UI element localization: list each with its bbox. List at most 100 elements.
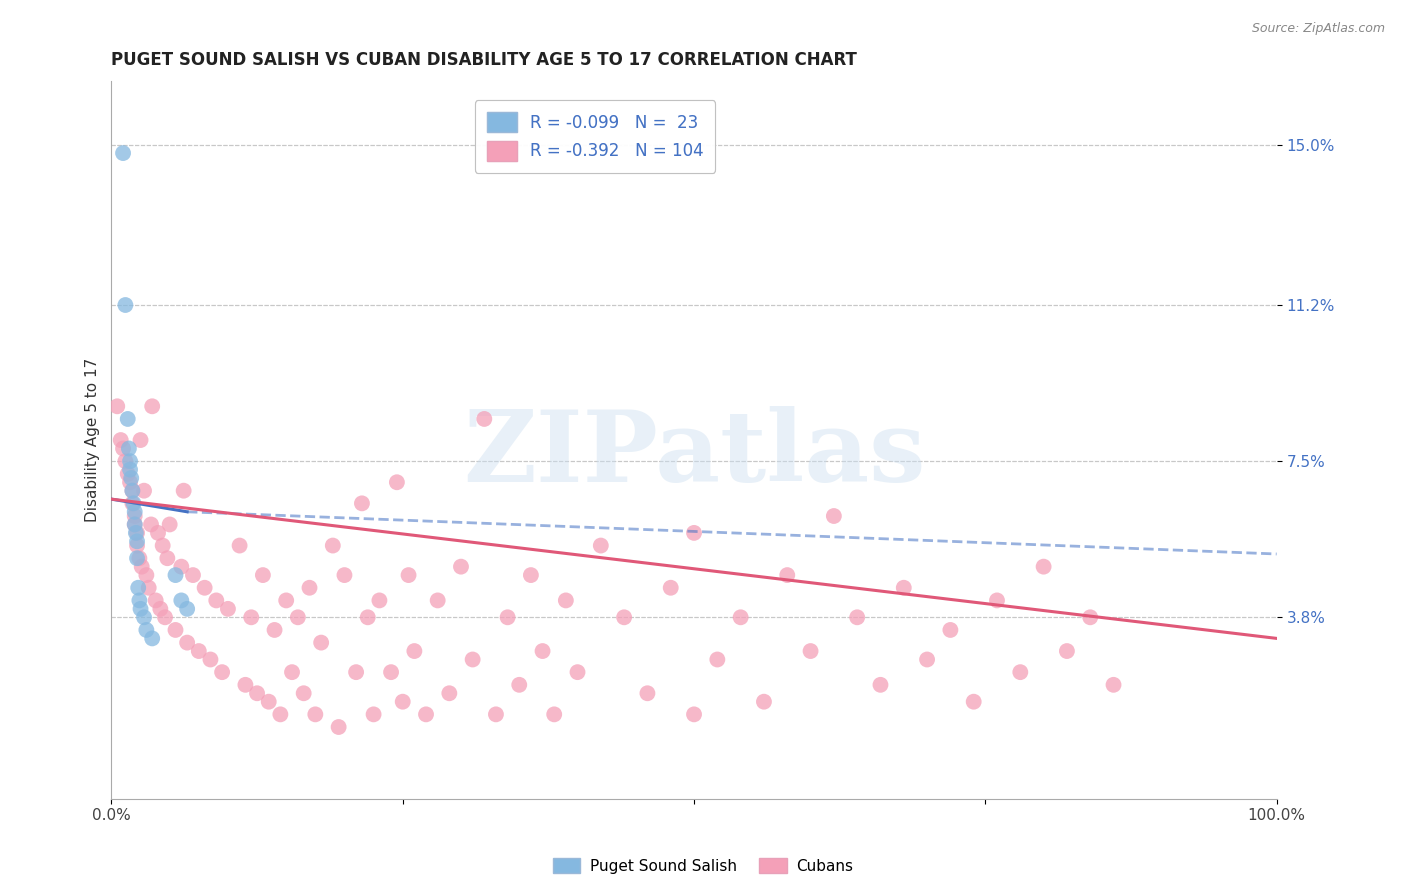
Point — [1032, 559, 1054, 574]
Point — [112, 146, 135, 161]
Point — [398, 568, 420, 582]
Point — [122, 496, 145, 510]
Point — [129, 602, 152, 616]
Point — [153, 610, 176, 624]
Point — [567, 665, 589, 680]
Point — [309, 635, 332, 649]
Point — [125, 534, 148, 549]
Point — [176, 635, 198, 649]
Point — [1078, 610, 1101, 624]
Point — [141, 632, 163, 646]
Legend: R = -0.099   N =  23, R = -0.392   N = 104: R = -0.099 N = 23, R = -0.392 N = 104 — [475, 101, 716, 173]
Point — [269, 707, 291, 722]
Point — [124, 517, 146, 532]
Point — [152, 539, 174, 553]
Point — [426, 593, 449, 607]
Point — [121, 483, 143, 498]
Point — [344, 665, 367, 680]
Point — [124, 505, 146, 519]
Point — [298, 581, 321, 595]
Point — [120, 462, 142, 476]
Point — [404, 644, 426, 658]
Point — [485, 707, 508, 722]
Point — [194, 581, 217, 595]
Point — [752, 695, 775, 709]
Point — [287, 610, 309, 624]
Point — [170, 593, 193, 607]
Point — [121, 483, 143, 498]
Point — [139, 517, 162, 532]
Point — [380, 665, 402, 680]
Point — [246, 686, 269, 700]
Point — [322, 539, 344, 553]
Point — [240, 610, 263, 624]
Point — [363, 707, 385, 722]
Point — [145, 593, 167, 607]
Point — [776, 568, 799, 582]
Point — [125, 539, 148, 553]
Point — [683, 707, 706, 722]
Point — [531, 644, 554, 658]
Point — [986, 593, 1008, 607]
Point — [543, 707, 565, 722]
Point — [187, 644, 209, 658]
Point — [149, 602, 172, 616]
Point — [963, 695, 986, 709]
Point — [328, 720, 350, 734]
Point — [125, 525, 148, 540]
Point — [121, 496, 143, 510]
Point — [554, 593, 576, 607]
Point — [112, 442, 135, 456]
Point — [141, 399, 163, 413]
Point — [869, 678, 891, 692]
Legend: Puget Sound Salish, Cubans: Puget Sound Salish, Cubans — [547, 852, 859, 880]
Point — [165, 568, 187, 582]
Point — [496, 610, 519, 624]
Text: PUGET SOUND SALISH VS CUBAN DISABILITY AGE 5 TO 17 CORRELATION CHART: PUGET SOUND SALISH VS CUBAN DISABILITY A… — [111, 51, 858, 69]
Point — [132, 610, 155, 624]
Point — [304, 707, 326, 722]
Point — [263, 623, 285, 637]
Text: ZIPatlas: ZIPatlas — [463, 406, 925, 503]
Point — [257, 695, 280, 709]
Text: Source: ZipAtlas.com: Source: ZipAtlas.com — [1251, 22, 1385, 36]
Point — [138, 581, 160, 595]
Point — [508, 678, 530, 692]
Point — [105, 399, 128, 413]
Point — [127, 581, 149, 595]
Point — [915, 652, 938, 666]
Point — [125, 525, 148, 540]
Point — [391, 695, 413, 709]
Point — [125, 551, 148, 566]
Point — [120, 454, 142, 468]
Point — [205, 593, 228, 607]
Point — [613, 610, 636, 624]
Point — [846, 610, 869, 624]
Point — [589, 539, 612, 553]
Point — [128, 593, 150, 607]
Point — [823, 508, 845, 523]
Point — [110, 433, 132, 447]
Point — [1102, 678, 1125, 692]
Point — [252, 568, 274, 582]
Point — [118, 442, 141, 456]
Point — [211, 665, 233, 680]
Point — [173, 483, 195, 498]
Point — [114, 454, 136, 468]
Point — [181, 568, 204, 582]
Point — [124, 508, 146, 523]
Point — [520, 568, 543, 582]
Point — [129, 433, 152, 447]
Point — [235, 678, 257, 692]
Point — [281, 665, 304, 680]
Point — [165, 623, 187, 637]
Point — [276, 593, 298, 607]
Point — [124, 517, 146, 532]
Point — [706, 652, 728, 666]
Point — [156, 551, 179, 566]
Point — [800, 644, 823, 658]
Point — [217, 602, 239, 616]
Point — [333, 568, 356, 582]
Point — [200, 652, 222, 666]
Point — [350, 496, 373, 510]
